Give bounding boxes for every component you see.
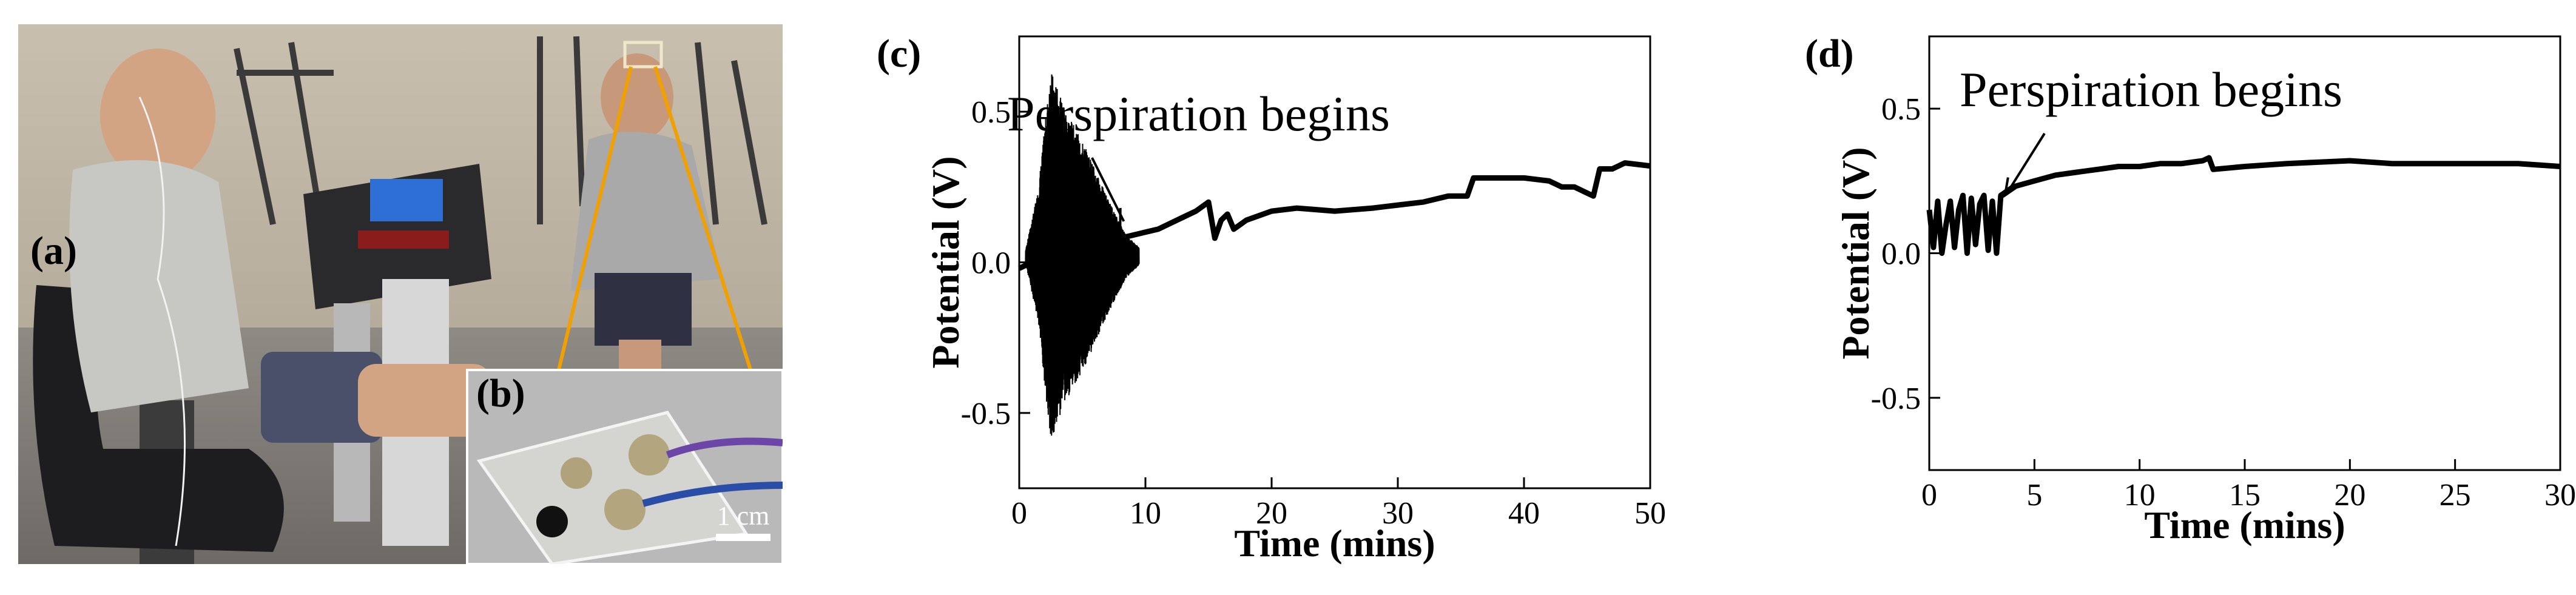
series-line-c-0 [1018,160,1651,271]
y-axis-title-d: Potential (V) [1834,147,1877,359]
x-tick-label-c-2: 20 [1256,496,1287,531]
annotation-text-d: Perspiration begins [1960,62,2342,117]
x-tick-label-d-5: 25 [2439,478,2471,513]
panel-label-a: (a) [30,229,77,273]
sensor-electrode-1 [561,457,592,489]
y-tick-label-c-0: 0.5 [971,95,1011,130]
x-tick-label-c-4: 40 [1508,496,1540,531]
y-tick-label-c-2: -0.5 [961,397,1011,431]
annotation-arrow-d [2008,132,2046,192]
y-axis-title-c: Potential (V) [924,156,967,368]
x-tick-label-c-5: 50 [1634,496,1666,531]
plot-frame-d [1928,35,2561,471]
chart-panel-c: (c) 0 10 20 30 40 50 0.5 0.0 -0.5 Time (mins) Poten… [868,0,1668,592]
photo-illustration: 1 cm (b) (a) [18,24,783,564]
sensor-electrode-2 [629,434,670,476]
scale-bar-label: 1 cm [717,501,770,531]
x-tick-label-c-0: 0 [1011,496,1027,531]
photo-panel: 1 cm (b) (a) [18,24,783,564]
bike-display [370,179,443,221]
annotation-text-c: Perspiration begins [1007,86,1390,141]
y-tick-label-d-1: 0.0 [1881,237,1921,272]
panel-label-b: (b) [476,371,525,415]
sensor-electrode-3 [536,506,568,537]
x-tick-label-c-1: 10 [1130,496,1161,531]
x-tick-label-d-4: 20 [2334,478,2365,513]
x-axis-title-d: Time (mins) [2144,503,2345,546]
inset-b: 1 cm (b) [466,369,783,564]
x-tick-label-c-3: 30 [1382,496,1414,531]
plot-frame-c [1018,35,1651,489]
series-line-d-0 [1926,155,2561,256]
y-tick-label-c-1: 0.0 [971,246,1011,281]
noise-burst-c [1025,74,1140,436]
sensor-electrode-4 [604,489,646,530]
x-axis-title-c: Time (mins) [1234,522,1435,565]
x-tick-label-d-2: 10 [2124,478,2156,513]
panel-label-d: (d) [1805,32,1854,76]
y-tick-label-d-0: 0.5 [1881,92,1921,127]
scale-bar [716,534,770,541]
y-tick-label-d-2: -0.5 [1871,382,1921,416]
x-tick-label-d-1: 5 [2026,478,2042,513]
electrode-box [623,41,663,69]
x-tick-label-d-3: 15 [2229,478,2261,513]
annotation-arrowhead-d [2003,177,2021,198]
x-tick-label-d-6: 30 [2544,478,2576,513]
x-tick-label-d-0: 0 [1921,478,1937,513]
blue-wire [642,482,783,507]
annotation-arrow-c [1091,157,1125,222]
panel-label-c: (c) [877,32,921,76]
chart-c-svg: (c) 0 10 20 30 40 50 0.5 0.0 -0.5 Time (mins) Poten… [877,32,1666,565]
subject-near [69,49,491,546]
chart-d-svg: (d) 0 5 10 15 20 25 30 0.5 0.0 -0.5 Time (mins) Pote… [1805,32,2576,546]
annotation-arrowhead-c [1106,207,1122,229]
purple-wire [666,437,783,459]
chart-panel-d: (d) 0 5 10 15 20 25 30 0.5 0.0 -0.5 Time (mins) Pote… [1796,0,2576,592]
